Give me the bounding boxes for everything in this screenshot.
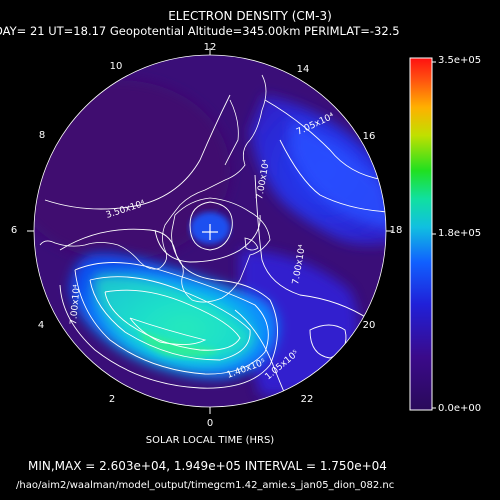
hour-label-4: 4 bbox=[37, 320, 45, 331]
x-axis-label: SOLAR LOCAL TIME (HRS) bbox=[145, 435, 275, 446]
pole-marker bbox=[202, 224, 218, 240]
hour-label-8: 8 bbox=[38, 130, 46, 141]
contour-lines bbox=[44, 94, 386, 406]
hour-label-6: 6 bbox=[10, 225, 18, 236]
min-max-interval: MIN,MAX = 2.603e+04, 1.949e+05 INTERVAL … bbox=[28, 459, 387, 473]
hour-label-12: 12 bbox=[203, 42, 217, 53]
colorbar-ticks bbox=[432, 61, 436, 409]
local-time-ticks bbox=[27, 48, 393, 414]
coastline bbox=[39, 74, 271, 303]
hour-label-2: 2 bbox=[108, 394, 116, 405]
contour-label: 7.00x10⁴ bbox=[69, 284, 83, 326]
hour-label-20: 20 bbox=[362, 320, 376, 331]
colorbar-min-label: 0.0e+00 bbox=[438, 403, 482, 414]
hour-label-16: 16 bbox=[362, 131, 376, 142]
chart-title: ELECTRON DENSITY (CM-3) bbox=[168, 9, 332, 23]
chart-subtitle: DAY= 21 UT=18.17 Geopotential Altitude=3… bbox=[0, 24, 400, 38]
file-path: /hao/aim2/waalman/model_output/timegcm1.… bbox=[16, 480, 395, 491]
hour-label-22: 22 bbox=[300, 394, 314, 405]
hour-label-18: 18 bbox=[389, 225, 403, 236]
density-disc bbox=[34, 55, 386, 407]
hour-label-10: 10 bbox=[109, 61, 123, 72]
colorbar-mid-label: 1.8e+05 bbox=[438, 228, 482, 239]
colorbar bbox=[409, 57, 433, 411]
hour-label-0: 0 bbox=[206, 418, 214, 429]
colorbar-max-label: 3.5e+05 bbox=[438, 55, 482, 66]
hour-label-14: 14 bbox=[296, 64, 310, 75]
